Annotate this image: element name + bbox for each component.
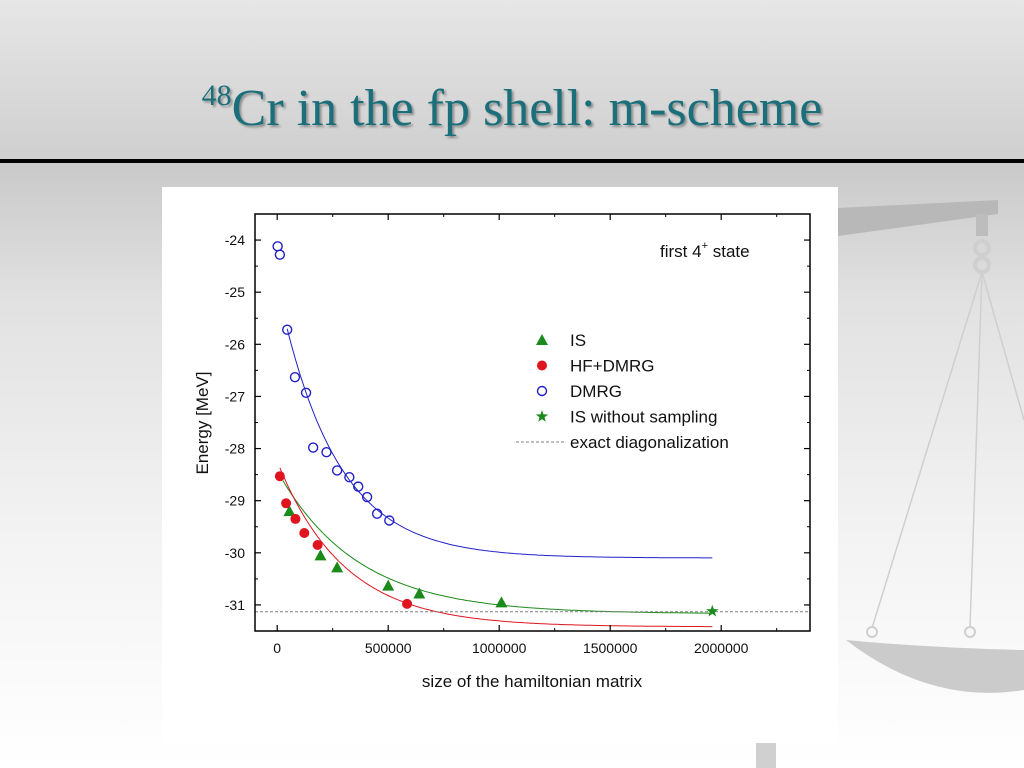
y-tick-label: -30 (225, 545, 245, 561)
title-text: Cr in the fp shell: m-scheme (231, 80, 823, 137)
x-tick-label: 1000000 (472, 640, 527, 656)
y-tick-label: -31 (225, 597, 245, 613)
point-is (382, 579, 395, 591)
slide-header (0, 0, 1024, 160)
slide-title: 48Cr in the fp shell: m-scheme (0, 66, 1024, 139)
legend-marker-dmrg (536, 385, 548, 397)
y-tick-label: -28 (225, 441, 245, 457)
legend-label-exact-diagonalization: exact diagonalization (570, 433, 729, 452)
annotation-superscript: + (702, 240, 708, 252)
x-tick-label: 1500000 (583, 640, 638, 656)
point-hf-dmrg (312, 539, 323, 550)
point-hf-dmrg (281, 498, 292, 509)
point-is (495, 596, 508, 608)
x-tick-label: 0 (273, 640, 281, 656)
point-dmrg (289, 371, 301, 383)
point-dmrg (274, 249, 286, 260)
legend: IS HF+DMRG DMRG IS without sampling exact di… (516, 331, 729, 452)
point-is (314, 549, 327, 561)
energy-chart: 0 500000 1000000 1500000 2000000 -31 -30 -29 -28… (193, 213, 811, 691)
y-tick-label: -24 (225, 232, 245, 248)
annotation-tail: state (708, 242, 750, 261)
y-tick-label: -25 (225, 284, 245, 300)
point-dmrg (300, 387, 312, 398)
legend-marker-is (536, 334, 548, 345)
y-axis-label: Energy [MeV] (193, 372, 212, 475)
x-tick-label: 2000000 (694, 640, 749, 656)
point-dmrg (331, 465, 343, 476)
point-is-without-sampling (706, 604, 719, 617)
title-superscript: 48 (201, 79, 232, 112)
x-tick-label: 500000 (365, 640, 412, 656)
point-dmrg (272, 241, 283, 252)
legend-label-is: IS (570, 331, 586, 350)
fit-curve-hf-dmrg (279, 467, 713, 628)
chart-annotation: first 4+ state (660, 240, 750, 261)
point-hf-dmrg (402, 598, 413, 609)
point-is (331, 561, 344, 573)
point-dmrg (371, 508, 383, 519)
point-dmrg (384, 515, 395, 526)
point-is (283, 505, 296, 517)
legend-marker-hf-dmrg (537, 360, 547, 371)
point-dmrg (281, 324, 293, 335)
point-dmrg (361, 491, 373, 503)
x-axis-label: size of the hamiltonian matrix (422, 672, 643, 691)
legend-label-dmrg: DMRG (570, 382, 622, 401)
point-is (413, 587, 426, 599)
point-dmrg (307, 442, 319, 453)
y-tick-label: -29 (225, 493, 245, 509)
header-divider (0, 159, 1024, 163)
legend-label-hf-dmrg: HF+DMRG (570, 357, 655, 376)
fit-curve-is (282, 480, 713, 614)
point-hf-dmrg (274, 471, 285, 482)
annotation-main: first 4 (660, 242, 702, 261)
chart-card: 0 500000 1000000 1500000 2000000 -31 -30 -29 -28… (162, 187, 838, 743)
point-hf-dmrg (290, 513, 301, 524)
point-dmrg (353, 481, 364, 492)
point-hf-dmrg (299, 528, 310, 539)
y-tick-label: -26 (225, 336, 245, 352)
y-tick-label: -27 (225, 388, 245, 404)
legend-label-is-without-sampling: IS without sampling (570, 408, 717, 427)
point-dmrg (344, 472, 355, 483)
point-dmrg (321, 447, 332, 458)
legend-marker-is-without-sampling (535, 410, 549, 422)
